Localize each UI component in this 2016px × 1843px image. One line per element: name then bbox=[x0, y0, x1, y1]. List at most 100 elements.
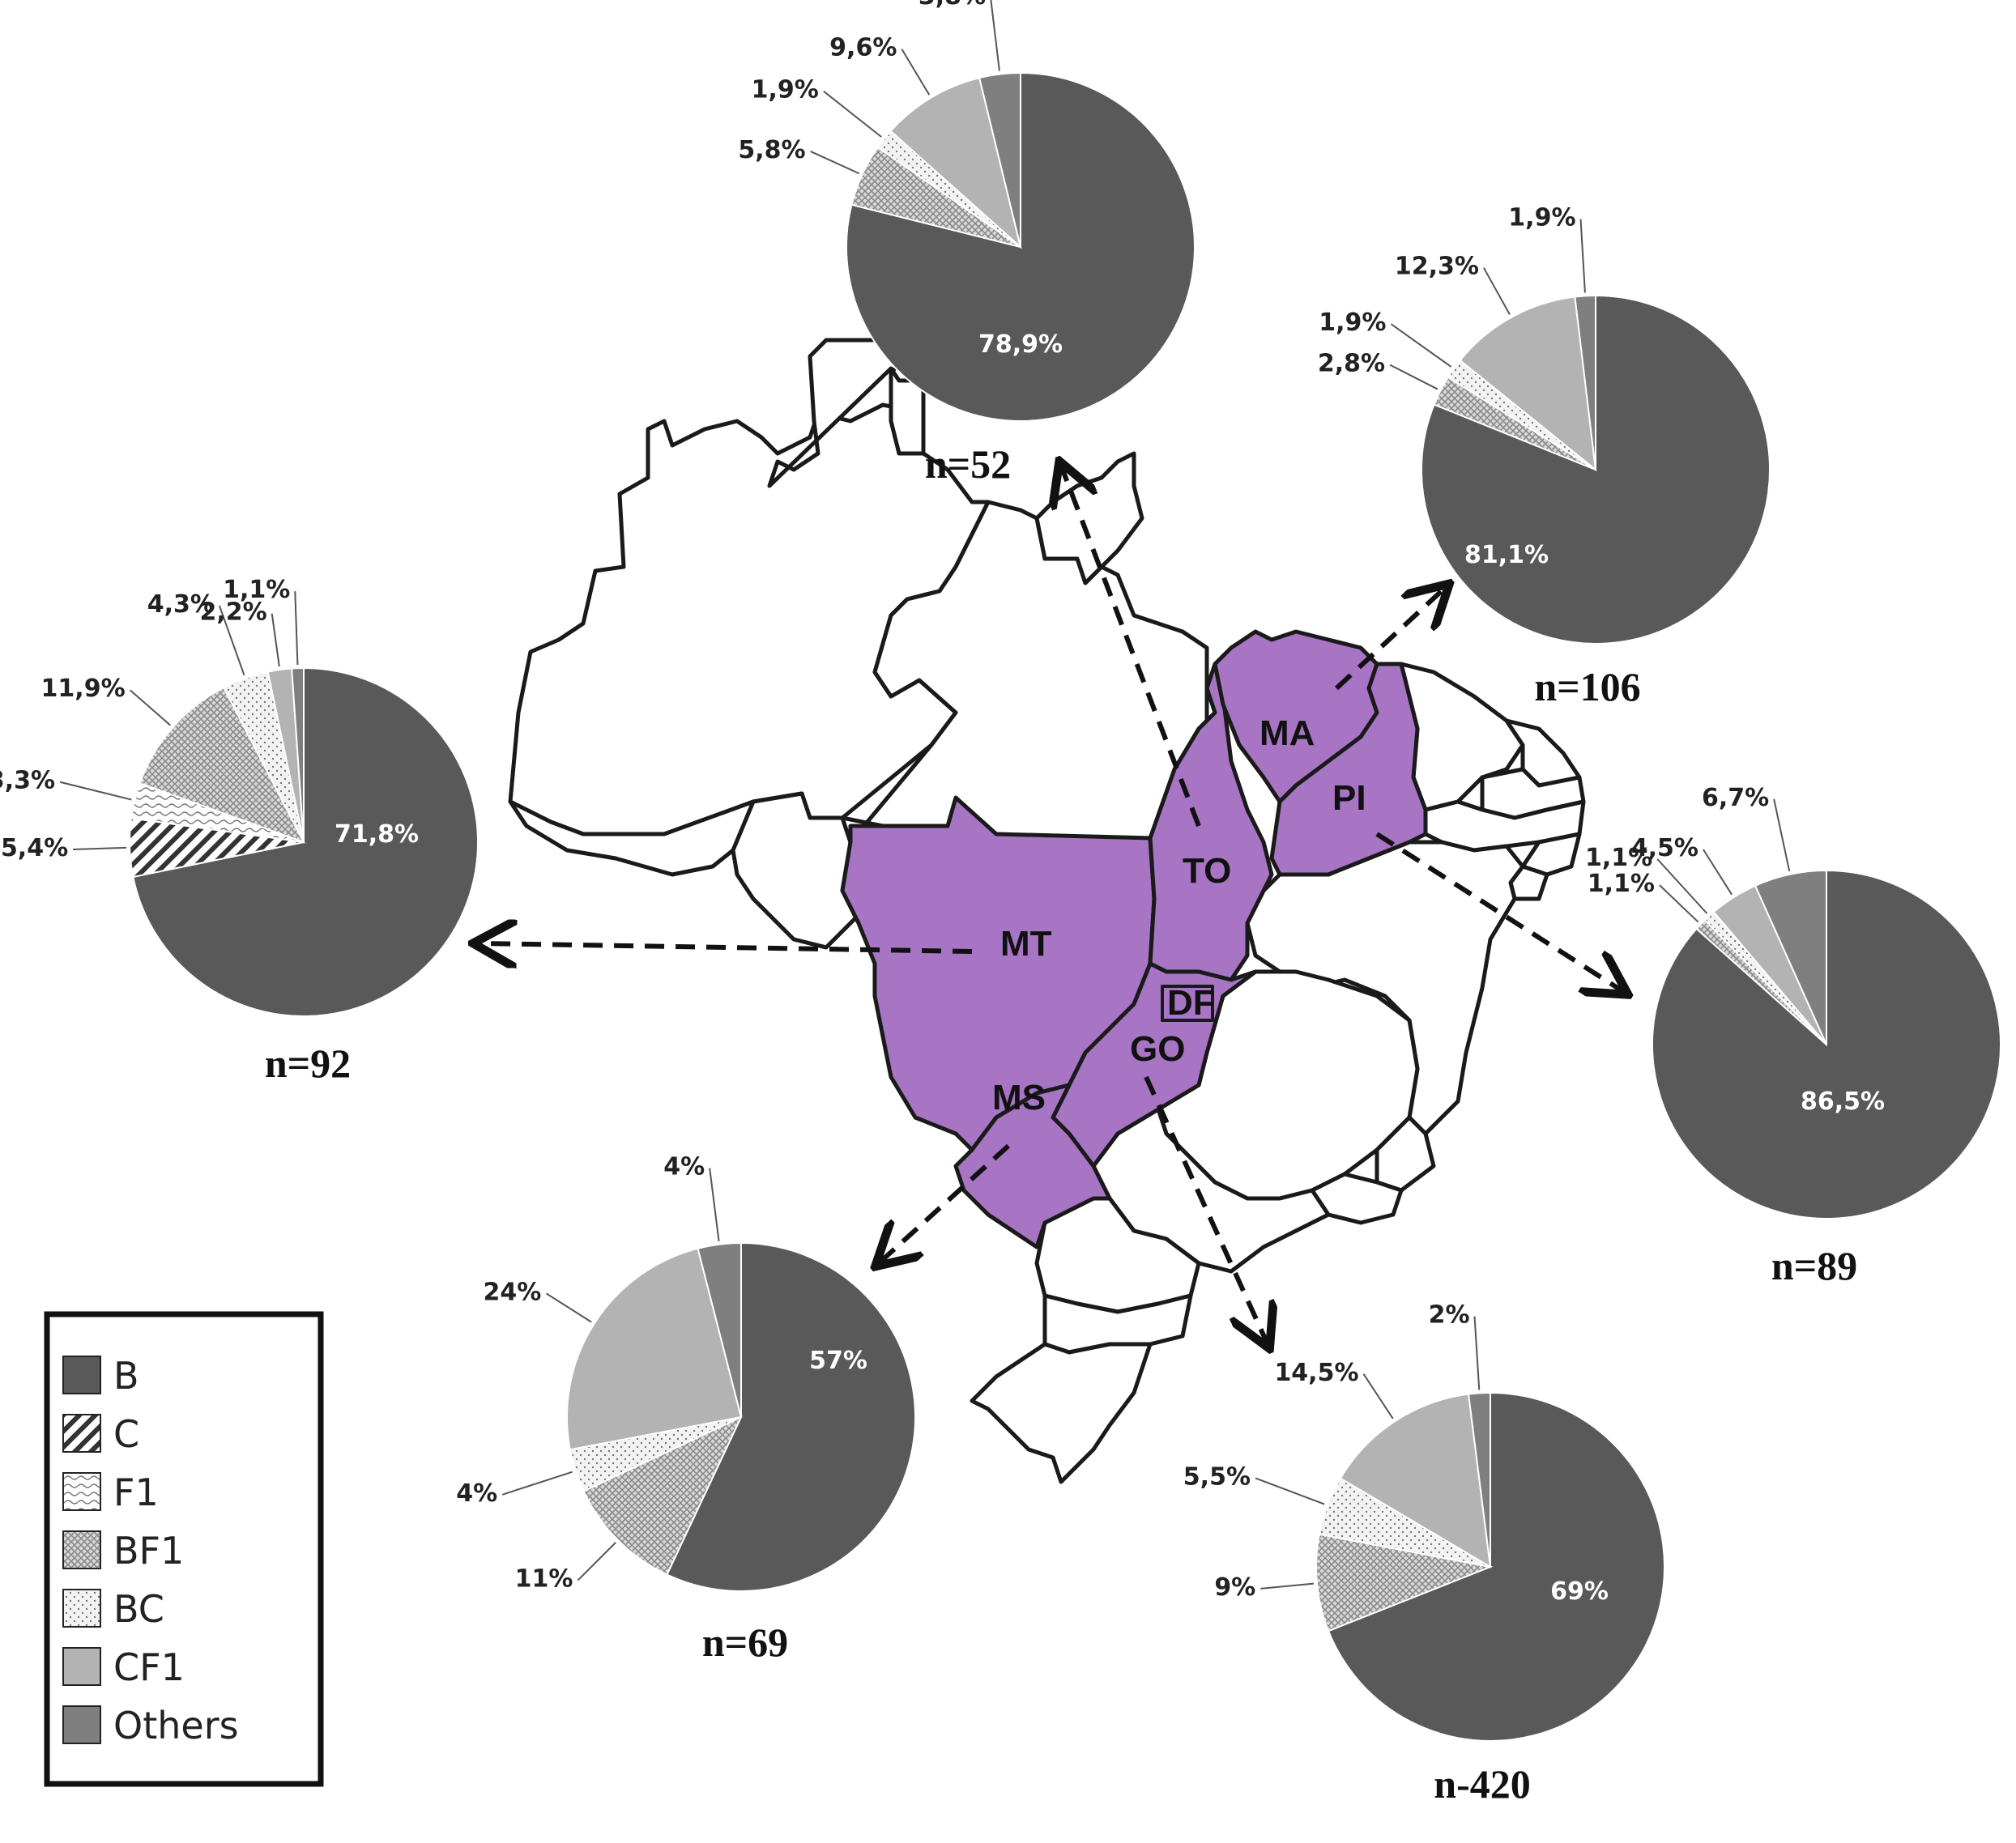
arrow-to bbox=[1061, 466, 1201, 828]
pie-leader-line bbox=[73, 846, 127, 850]
pie-leader-line bbox=[1483, 267, 1511, 315]
legend-label-bc: BC bbox=[113, 1587, 164, 1631]
sample-size-label: n=69 bbox=[702, 1620, 788, 1665]
pie-pi: 86,5%1,1%1,1%4,5%6,7%n=89 bbox=[1585, 784, 2001, 1288]
arrows bbox=[478, 466, 1624, 1344]
legend-swatch-cf1 bbox=[62, 1647, 101, 1686]
pie-label-cf1: 14,5% bbox=[1274, 1359, 1358, 1387]
state-ms[interactable] bbox=[953, 1083, 1112, 1249]
legend-swatch-f1 bbox=[62, 1472, 101, 1511]
pie-leader-line bbox=[709, 1168, 720, 1241]
pie-leader-line bbox=[1255, 1477, 1325, 1505]
pie-label-bf1: 1,1% bbox=[1588, 870, 1655, 898]
pie-leader-line bbox=[271, 613, 280, 667]
sample-size-label: n=89 bbox=[1771, 1243, 1857, 1288]
pie-leader-line bbox=[1656, 858, 1708, 914]
pie-label-bc: 1,1% bbox=[1585, 844, 1652, 872]
pie-leader-line bbox=[1773, 798, 1791, 872]
pie-label-bc: 1,9% bbox=[1319, 309, 1386, 337]
pie-label-b: 69% bbox=[1550, 1577, 1609, 1606]
pie-label-others: 3,8% bbox=[918, 0, 986, 11]
pie-slice-bf1 bbox=[1315, 1533, 1494, 1632]
pie-ma: 81,1% 2,8% 1,9% 12,3% 1,9% n=106 bbox=[1318, 204, 1771, 709]
state-rj bbox=[1310, 1172, 1404, 1225]
legend-label-bf1: BF1 bbox=[113, 1529, 184, 1573]
pie-slice-bf1 bbox=[139, 686, 306, 844]
legend-label-c: C bbox=[113, 1412, 139, 1456]
state-to[interactable] bbox=[1148, 662, 1274, 982]
pie-label-bc: 1,9% bbox=[752, 76, 819, 104]
pie-label-cf1: 2,2% bbox=[200, 598, 267, 627]
pie-label-b: 71,8% bbox=[335, 820, 419, 849]
state-df[interactable] bbox=[1161, 985, 1214, 1022]
pie-label-bc: 4% bbox=[456, 1479, 497, 1508]
state-label-mt: MT bbox=[1000, 924, 1052, 964]
pie-label-c: 5,4% bbox=[1, 834, 68, 862]
state-label-ms: MS bbox=[992, 1078, 1046, 1117]
arrow-go bbox=[1144, 1075, 1268, 1344]
pie-go: 69% 9% 5,5% 14,5% 2% n-420 bbox=[1183, 1301, 1665, 1807]
arrow-mt bbox=[478, 943, 973, 951]
pie-label-b: 86,5% bbox=[1801, 1087, 1885, 1116]
pie-leader-line bbox=[1473, 1316, 1481, 1390]
pie-leader-line bbox=[129, 689, 171, 726]
state-al bbox=[1520, 832, 1582, 877]
state-label-go: GO bbox=[1130, 1029, 1185, 1069]
pie-leader-line bbox=[1362, 1373, 1394, 1419]
pie-slice-b bbox=[666, 1241, 916, 1592]
pie-label-others: 1,1% bbox=[223, 576, 290, 604]
pie-leader-line bbox=[59, 781, 132, 801]
pie-slice-cf1 bbox=[1339, 1393, 1492, 1568]
pie-label-cf1: 9,6% bbox=[829, 34, 897, 62]
pie-slice-others bbox=[978, 71, 1021, 248]
pie-label-bc: 5,5% bbox=[1183, 1462, 1251, 1491]
legend-swatch-others bbox=[62, 1705, 101, 1744]
sample-size-label: n-420 bbox=[1434, 1761, 1530, 1807]
pie-label-bf1: 11,9% bbox=[41, 675, 126, 703]
pie-slice-others bbox=[1574, 294, 1596, 470]
arrow-ma bbox=[1334, 587, 1446, 691]
pie-label-others: 4% bbox=[663, 1152, 705, 1181]
pie-label-cf1: 12,3% bbox=[1395, 253, 1479, 281]
pie-label-cf1: 24% bbox=[484, 1278, 542, 1306]
pie-leader-line bbox=[1260, 1582, 1315, 1590]
legend-label-f1: F1 bbox=[113, 1471, 159, 1514]
pie-label-bf1: 2,8% bbox=[1318, 350, 1385, 378]
legend-swatch-b bbox=[62, 1356, 101, 1394]
pie-label-b: 78,9% bbox=[978, 330, 1063, 359]
pie-leader-line bbox=[823, 90, 882, 138]
pie-label-b: 81,1% bbox=[1464, 541, 1549, 569]
pie-leader-line bbox=[1579, 219, 1586, 293]
pie-slice-others bbox=[697, 1241, 742, 1418]
state-pi[interactable] bbox=[1269, 662, 1428, 877]
pie-charts: 78,9% 5,8% 1,9% 9,6% 3,8% n=52 81,1% 2,8% 1,9% 12… bbox=[0, 0, 2001, 1807]
legend-swatch-bf1 bbox=[62, 1530, 101, 1569]
pie-slice-b bbox=[1652, 869, 2001, 1219]
pie-label-b: 57% bbox=[809, 1347, 867, 1375]
pie-leader-line bbox=[810, 150, 860, 175]
pie-mt: 71,8% 5,4% 3,3% 11,9% 4,3%2,2%1,1% n=92 bbox=[0, 576, 479, 1086]
pie-ms: 57% 11% 4% 24% 4% n=69 bbox=[456, 1152, 916, 1665]
pie-label-others: 6,7% bbox=[1702, 784, 1769, 812]
pie-label-bc: 4,3% bbox=[147, 590, 215, 619]
pie-slice-cf1 bbox=[1459, 296, 1597, 472]
pie-label-bf1: 11% bbox=[515, 1565, 573, 1594]
state-ro bbox=[731, 791, 861, 950]
legend-label-b: B bbox=[113, 1354, 139, 1398]
pie-leader-line bbox=[1390, 323, 1452, 368]
state-label-to: TO bbox=[1183, 851, 1231, 891]
legend-label-others: Others bbox=[113, 1704, 239, 1747]
pie-leader-line bbox=[545, 1292, 592, 1323]
pie-to: 78,9% 5,8% 1,9% 9,6% 3,8% n=52 bbox=[738, 0, 1196, 487]
pie-leader-line bbox=[990, 0, 1000, 71]
pie-label-cf1: 4,5% bbox=[1631, 834, 1698, 862]
pie-slice-b bbox=[1327, 1391, 1665, 1742]
pie-slice-bf1 bbox=[582, 1415, 744, 1576]
legend-swatch-bc bbox=[62, 1589, 101, 1628]
pie-leader-line bbox=[1389, 364, 1438, 390]
sample-size-label: n=52 bbox=[925, 441, 1011, 487]
legend-label-cf1: CF1 bbox=[113, 1645, 185, 1689]
pie-leader-line bbox=[218, 605, 245, 676]
sample-size-label: n=106 bbox=[1534, 664, 1640, 709]
